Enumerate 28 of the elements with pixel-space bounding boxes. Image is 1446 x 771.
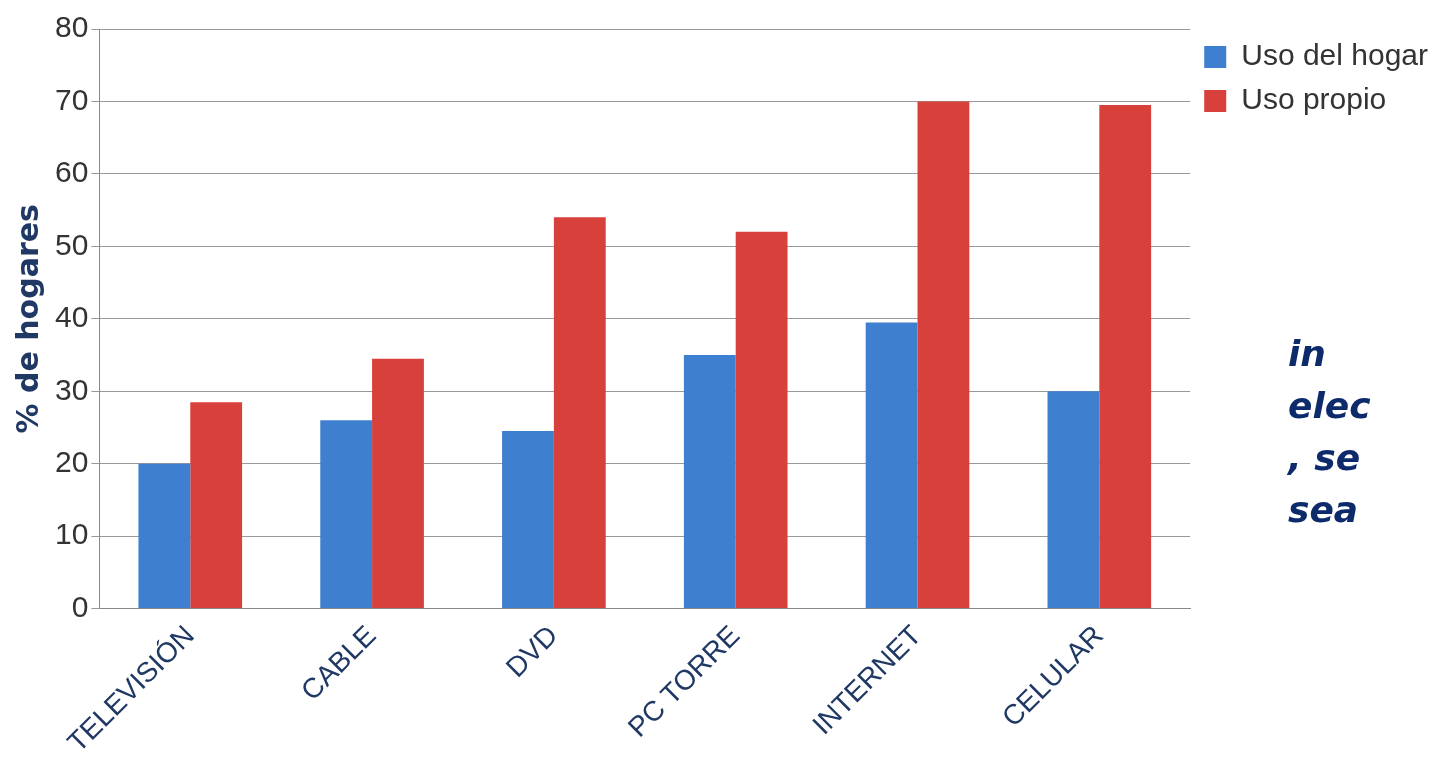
y-tick-label: 10 <box>54 517 89 551</box>
y-tick-label: 0 <box>71 589 89 623</box>
bar <box>917 101 970 609</box>
bar <box>683 355 736 609</box>
y-tick-label: 40 <box>54 300 89 334</box>
bar <box>553 217 606 609</box>
bar <box>372 358 424 609</box>
bar <box>1099 105 1152 609</box>
bar <box>138 463 191 609</box>
y-tick-label: 50 <box>54 227 89 261</box>
bar <box>190 402 243 609</box>
bar <box>1047 391 1100 609</box>
text: sea <box>1288 488 1360 532</box>
legend-label: Uso propio <box>1241 82 1387 116</box>
bar <box>502 431 554 609</box>
y-tick-label: 20 <box>54 444 89 478</box>
y-tick-label: 30 <box>54 372 89 406</box>
text: elec <box>1288 384 1372 428</box>
text: in <box>1288 332 1327 376</box>
y-tick-label: 60 <box>54 155 89 189</box>
bar <box>735 231 788 609</box>
bar <box>320 420 373 609</box>
legend-label: Uso del hogar <box>1241 38 1429 72</box>
bar <box>865 322 918 609</box>
text: , se <box>1288 436 1362 480</box>
y-axis-title: % de hogares <box>9 204 45 434</box>
y-tick-label: 70 <box>54 82 89 116</box>
y-tick-label: 80 <box>54 10 89 44</box>
